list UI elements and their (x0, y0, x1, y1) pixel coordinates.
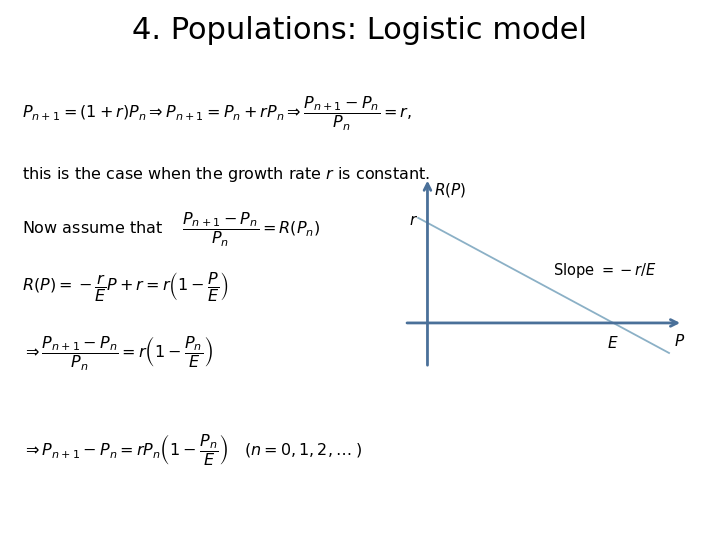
Text: $\Rightarrow \dfrac{P_{n+1}-P_n}{P_n} = r\left(1 - \dfrac{P_n}{E}\right)$: $\Rightarrow \dfrac{P_{n+1}-P_n}{P_n} = … (22, 335, 213, 373)
Text: Now assume that $\quad\dfrac{P_{n+1}-P_n}{P_n} = R(P_n)$: Now assume that $\quad\dfrac{P_{n+1}-P_n… (22, 211, 320, 249)
Text: $P_{n+1} = (1+r)P_n \Rightarrow P_{n+1} = P_n + rP_n \Rightarrow \dfrac{P_{n+1}-: $P_{n+1} = (1+r)P_n \Rightarrow P_{n+1} … (22, 94, 412, 133)
Text: $R(P)$: $R(P)$ (434, 181, 467, 199)
Text: $\Rightarrow P_{n+1} - P_n = rP_n\left(1 - \dfrac{P_n}{E}\right) \quad (n = 0,1,: $\Rightarrow P_{n+1} - P_n = rP_n\left(1… (22, 432, 362, 468)
Text: $r$: $r$ (409, 213, 418, 228)
Text: $E$: $E$ (608, 335, 619, 351)
Text: 4. Populations: Logistic model: 4. Populations: Logistic model (132, 16, 588, 45)
Text: $P$: $P$ (674, 333, 685, 349)
Text: this is the case when the growth rate $r$ is constant.: this is the case when the growth rate $r… (22, 165, 430, 184)
Text: $R(P) = -\dfrac{r}{E}P + r = r\left(1 - \dfrac{P}{E}\right)$: $R(P) = -\dfrac{r}{E}P + r = r\left(1 - … (22, 270, 228, 303)
Text: Slope $= -r/E$: Slope $= -r/E$ (553, 261, 656, 280)
